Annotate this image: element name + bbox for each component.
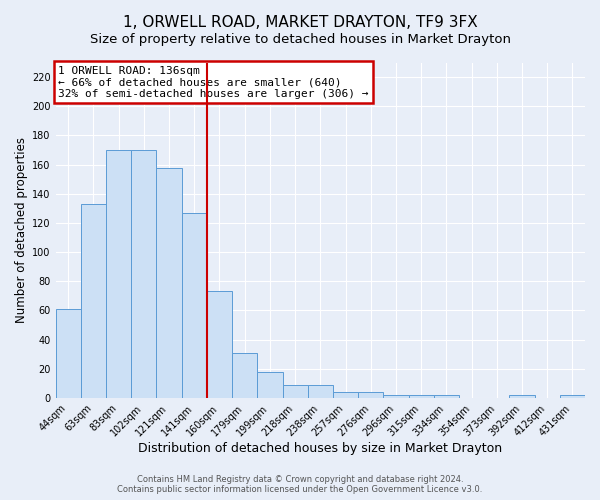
Bar [308,385,333,398]
Bar [56,309,81,398]
Bar [131,150,157,398]
Bar [560,395,585,398]
X-axis label: Distribution of detached houses by size in Market Drayton: Distribution of detached houses by size … [138,442,502,455]
Bar [157,168,182,398]
Bar [257,372,283,398]
Text: Contains HM Land Registry data © Crown copyright and database right 2024.
Contai: Contains HM Land Registry data © Crown c… [118,474,482,494]
Bar [81,204,106,398]
Text: 1 ORWELL ROAD: 136sqm
← 66% of detached houses are smaller (640)
32% of semi-det: 1 ORWELL ROAD: 136sqm ← 66% of detached … [58,66,369,99]
Bar [182,212,207,398]
Bar [383,395,409,398]
Y-axis label: Number of detached properties: Number of detached properties [15,137,28,323]
Bar [232,353,257,398]
Bar [283,385,308,398]
Text: 1, ORWELL ROAD, MARKET DRAYTON, TF9 3FX: 1, ORWELL ROAD, MARKET DRAYTON, TF9 3FX [122,15,478,30]
Bar [106,150,131,398]
Bar [409,395,434,398]
Bar [207,292,232,398]
Bar [358,392,383,398]
Bar [333,392,358,398]
Text: Size of property relative to detached houses in Market Drayton: Size of property relative to detached ho… [89,32,511,46]
Bar [434,395,459,398]
Bar [509,395,535,398]
